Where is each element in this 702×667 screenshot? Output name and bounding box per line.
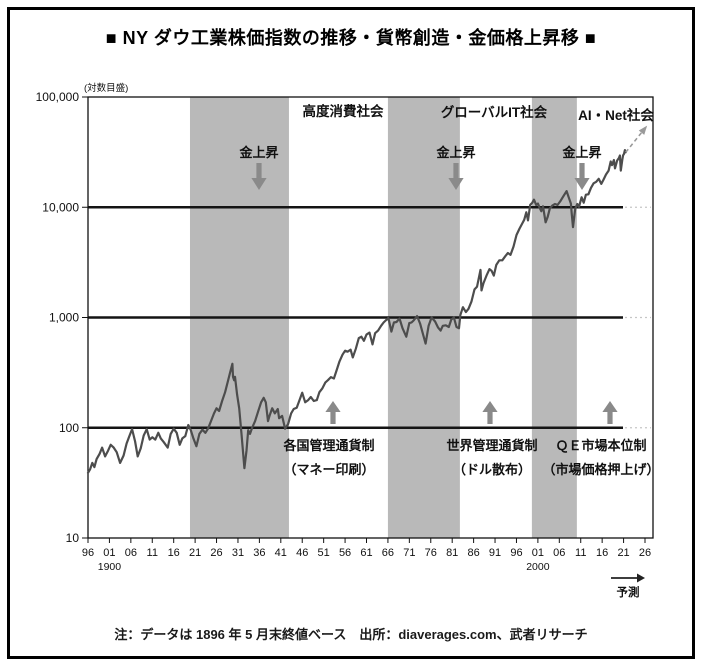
- projection-arrowhead: [638, 125, 648, 135]
- projection-arrow: [625, 125, 648, 153]
- gold-rise-label: 金上昇: [238, 145, 278, 160]
- policy-label-line2: （マネー印刷）: [283, 462, 374, 477]
- x-tick-label: 36: [253, 547, 265, 559]
- x-tick-label: 11: [575, 547, 586, 559]
- x-tick-label: 41: [275, 547, 287, 559]
- x-tick-label: 46: [296, 547, 308, 559]
- y-tick-label: 10,000: [42, 200, 79, 214]
- era-labels: 高度消費社会 グローバルIT社会 AI・Net社会: [303, 103, 655, 123]
- x-tick-label: 16: [596, 547, 608, 559]
- era-label: グローバルIT社会: [441, 104, 548, 120]
- policy-label-line1: 各国管理通貨制: [282, 438, 374, 453]
- x-tick-label: 21: [617, 547, 629, 559]
- gold-annotations: 金上昇 金上昇 金上昇: [238, 145, 602, 190]
- x-tick-label: 96: [510, 547, 522, 559]
- policy-label-line1: 世界管理通貨制: [446, 438, 537, 453]
- x-tick-label: 56: [339, 547, 351, 559]
- footnote: 注：データは 1896 年 5 月末終値ベース 出所：diaverages.co…: [114, 627, 588, 642]
- forecast-label: 予測: [617, 585, 640, 599]
- x-tick-label: 66: [382, 547, 394, 559]
- x-tick-label: 26: [639, 547, 651, 559]
- x-tick-label: 91: [489, 547, 501, 559]
- x-tick-label: 81: [446, 547, 458, 559]
- chart-title: ■ NY ダウ工業株価指数の推移・貨幣創造・金価格上昇移 ■: [105, 28, 597, 48]
- y-tick-label: 100: [59, 421, 79, 435]
- x-tick-label: 61: [360, 547, 372, 559]
- outer-border: [7, 7, 695, 659]
- x-tick-label: 76: [425, 547, 437, 559]
- x-tick-label: 71: [403, 547, 415, 559]
- era-label: AI・Net社会: [578, 107, 654, 123]
- up-arrow-icon: [482, 401, 498, 424]
- x-tick-label: 06: [125, 547, 137, 559]
- x-axis: 96 01 06 11 16 21 26 31 36 41 46 51 56 61 66 71 76 81 86 91…: [82, 538, 651, 573]
- down-arrow-icon: [574, 163, 590, 190]
- forecast-arrowhead: [637, 573, 645, 583]
- policy-label-line2: （ドル散布）: [453, 462, 531, 477]
- x-tick-label: 06: [553, 547, 565, 559]
- gold-rise-label: 金上昇: [435, 145, 475, 160]
- forecast-arrow: 予測: [611, 573, 645, 599]
- policy-label-line2: （市場価格押上げ）: [542, 462, 659, 477]
- y-axis: 100,000 10,000 1,000 100 10 (対数目盛): [36, 82, 129, 545]
- era-label: 高度消費社会: [303, 103, 384, 119]
- x-tick-label: 01: [532, 547, 544, 559]
- gold-rise-label: 金上昇: [561, 145, 601, 160]
- up-arrow-icon: [325, 401, 341, 424]
- policy-label-line1: ＱＥ市場本位制: [555, 438, 646, 453]
- y-tick-label: 10: [66, 531, 80, 545]
- x-tick-label: 01: [103, 547, 115, 559]
- x-tick-label: 16: [168, 547, 180, 559]
- y-tick-label: 100,000: [36, 90, 80, 104]
- century-label: 1900: [98, 561, 122, 573]
- log-scale-note: (対数目盛): [84, 82, 128, 94]
- century-label: 2000: [526, 561, 550, 573]
- x-tick-label: 21: [189, 547, 201, 559]
- down-arrow-icon: [448, 163, 464, 190]
- y-tick-label: 1,000: [49, 311, 79, 325]
- x-tick-label: 11: [147, 547, 158, 559]
- x-tick-label: 96: [82, 547, 94, 559]
- level-lines: [88, 205, 651, 430]
- x-tick-label: 26: [210, 547, 222, 559]
- x-tick-label: 86: [467, 547, 479, 559]
- policy-annotations: 各国管理通貨制 （マネー印刷） 世界管理通貨制 （ドル散布） ＱＥ市場本位制 （市場価格押…: [282, 401, 660, 477]
- dow-series-line: [86, 149, 627, 474]
- x-tick-label: 51: [318, 547, 330, 559]
- down-arrow-icon: [251, 163, 267, 190]
- x-tick-label: 31: [232, 547, 244, 559]
- up-arrow-icon: [602, 401, 618, 424]
